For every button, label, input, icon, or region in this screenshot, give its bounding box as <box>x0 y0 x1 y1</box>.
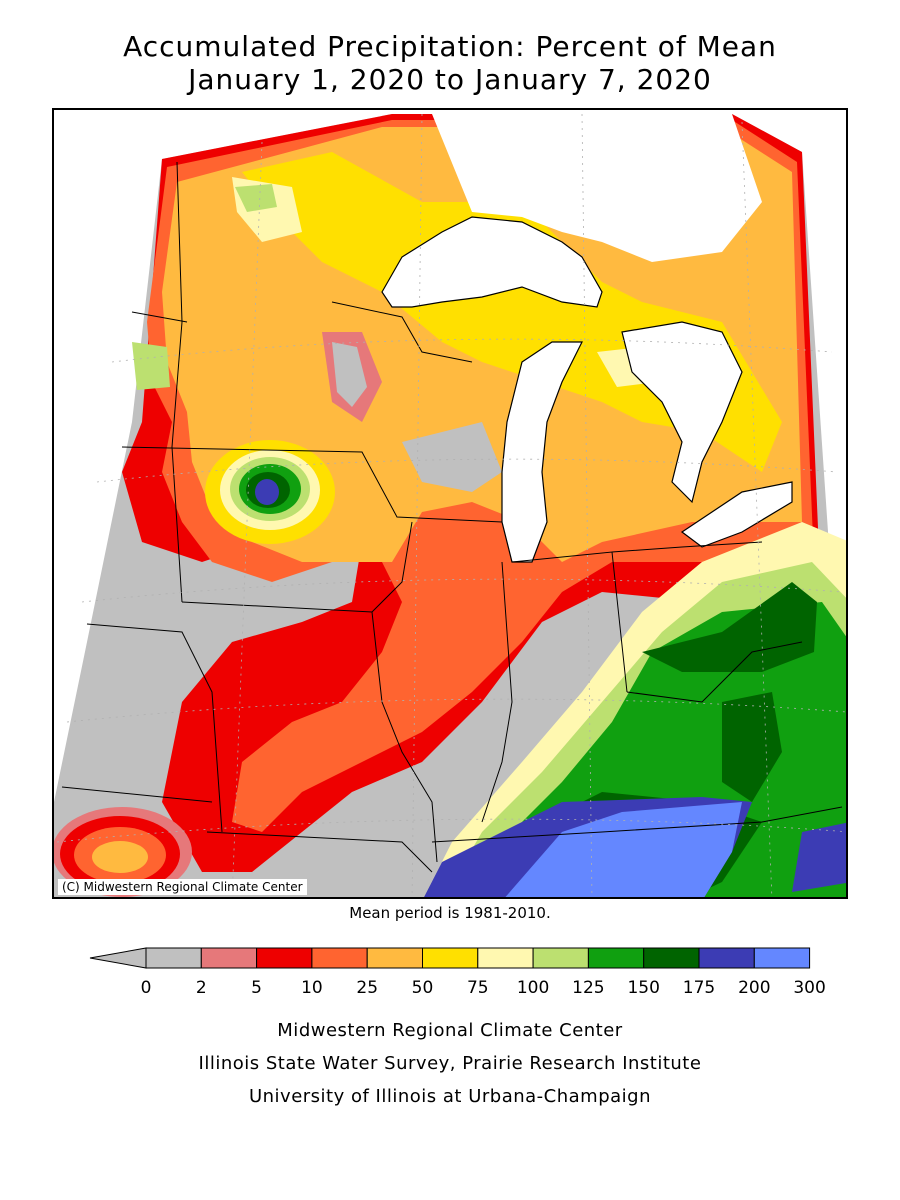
legend-tick-label: 75 <box>467 978 489 998</box>
mean-period-note: Mean period is 1981-2010. <box>349 904 551 922</box>
legend-below-arrow <box>89 947 147 969</box>
region-darkgreen-se-1 <box>642 582 817 672</box>
region-green-north <box>235 184 277 212</box>
lake-huron <box>621 321 743 504</box>
legend-tick-label: 2 <box>196 978 207 998</box>
legend-tick-label: 175 <box>683 978 715 998</box>
sw-blob-lightorange <box>92 841 148 873</box>
legend-swatch-0 <box>145 947 202 969</box>
region-green-west-edge <box>132 342 170 390</box>
legend-tick-label: 0 <box>141 978 152 998</box>
region-gray-wisconsin-inner <box>332 342 367 407</box>
legend-tick-label: 100 <box>517 978 549 998</box>
legend-tick-label: 10 <box>301 978 323 998</box>
precipitation-map <box>54 113 846 897</box>
footer-line3: University of Illinois at Urbana-Champai… <box>248 1086 652 1107</box>
legend-swatch-11 <box>753 947 811 969</box>
graticule <box>56 113 846 897</box>
legend-swatch-3 <box>311 947 368 969</box>
lake-erie <box>680 481 793 548</box>
legend-tick-label: 200 <box>738 978 770 998</box>
map-title-line1: Accumulated Precipitation: Percent of Me… <box>123 30 777 63</box>
legend-swatch-4 <box>366 947 424 969</box>
state-boundaries <box>61 161 843 873</box>
legend-swatch-8 <box>587 947 645 969</box>
legend-tick-label: 125 <box>572 978 604 998</box>
region-lightblue-se <box>505 802 742 897</box>
legend-swatch-6 <box>477 947 534 969</box>
legend-tick-label: 5 <box>251 978 262 998</box>
map-title-line2: January 1, 2020 to January 7, 2020 <box>188 63 712 96</box>
lake-michigan <box>501 341 583 563</box>
copyright-label: (C) Midwestern Regional Climate Center <box>58 879 307 895</box>
lake-superior <box>381 216 603 308</box>
legend-tick-label: 50 <box>412 978 434 998</box>
footer-line1: Midwestern Regional Climate Center <box>277 1020 623 1041</box>
region-blue-east <box>792 822 846 892</box>
legend-swatch-7 <box>532 947 589 969</box>
legend-swatch-5 <box>422 947 479 969</box>
legend-tick-label: 25 <box>356 978 378 998</box>
region-gray-east-wi <box>402 422 502 492</box>
legend-swatch-1 <box>200 947 258 969</box>
footer-line2: Illinois State Water Survey, Prairie Res… <box>198 1053 702 1074</box>
color-legend: 0 2 5 10 25 50 75 100 125 150 175 200 300 <box>89 947 826 998</box>
legend-swatch-10 <box>698 947 755 969</box>
bullseye-blue <box>255 479 279 505</box>
legend-tick-label: 150 <box>627 978 659 998</box>
legend-swatch-9 <box>643 947 700 969</box>
land-north-canada <box>432 114 762 262</box>
map-panel: (C) Midwestern Regional Climate Center <box>52 108 848 899</box>
legend-tick-label: 300 <box>793 978 825 998</box>
legend-swatch-2 <box>256 947 313 969</box>
